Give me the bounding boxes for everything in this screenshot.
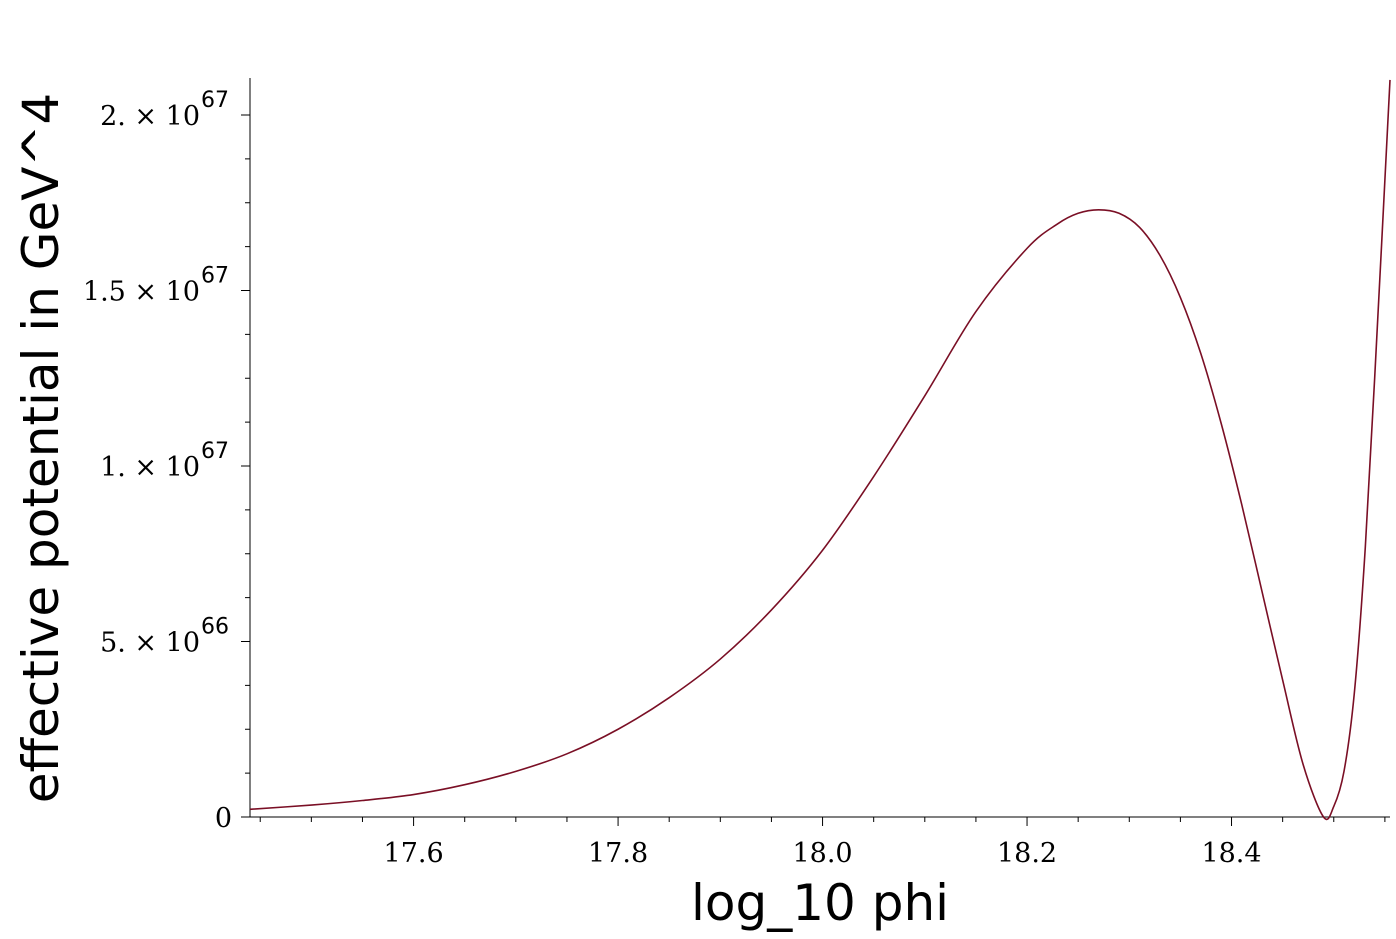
x-tick-label: 18.2 [997, 838, 1057, 869]
x-axis-title: log_10 phi [691, 874, 949, 932]
y-axis-title: effective potential in GeV^4 [12, 93, 70, 803]
series-line [249, 79, 1391, 821]
y-tick-label: 5. × 10 [100, 628, 200, 659]
y-tick-exponent: 67 [201, 439, 229, 464]
y-tick-exponent: 67 [201, 264, 229, 289]
x-tick-label: 17.6 [384, 838, 444, 869]
x-tick-label: 18.4 [1201, 838, 1261, 869]
x-ticks: 17.6 17.8 18.0 18.2 18.4 [259, 817, 1386, 869]
x-tick-label: 17.8 [588, 838, 648, 869]
y-tick-exponent: 67 [201, 88, 229, 113]
x-tick-label: 18.0 [792, 838, 852, 869]
axes [249, 78, 1390, 818]
y-tick-label: 1. × 10 [100, 452, 200, 483]
y-tick-label: 2. × 10 [100, 101, 200, 132]
y-tick-exponent: 66 [201, 615, 229, 640]
y-tick-label: 1.5 × 10 [83, 277, 200, 308]
y-tick-label: 0 [215, 803, 232, 834]
series-layer [249, 79, 1391, 821]
